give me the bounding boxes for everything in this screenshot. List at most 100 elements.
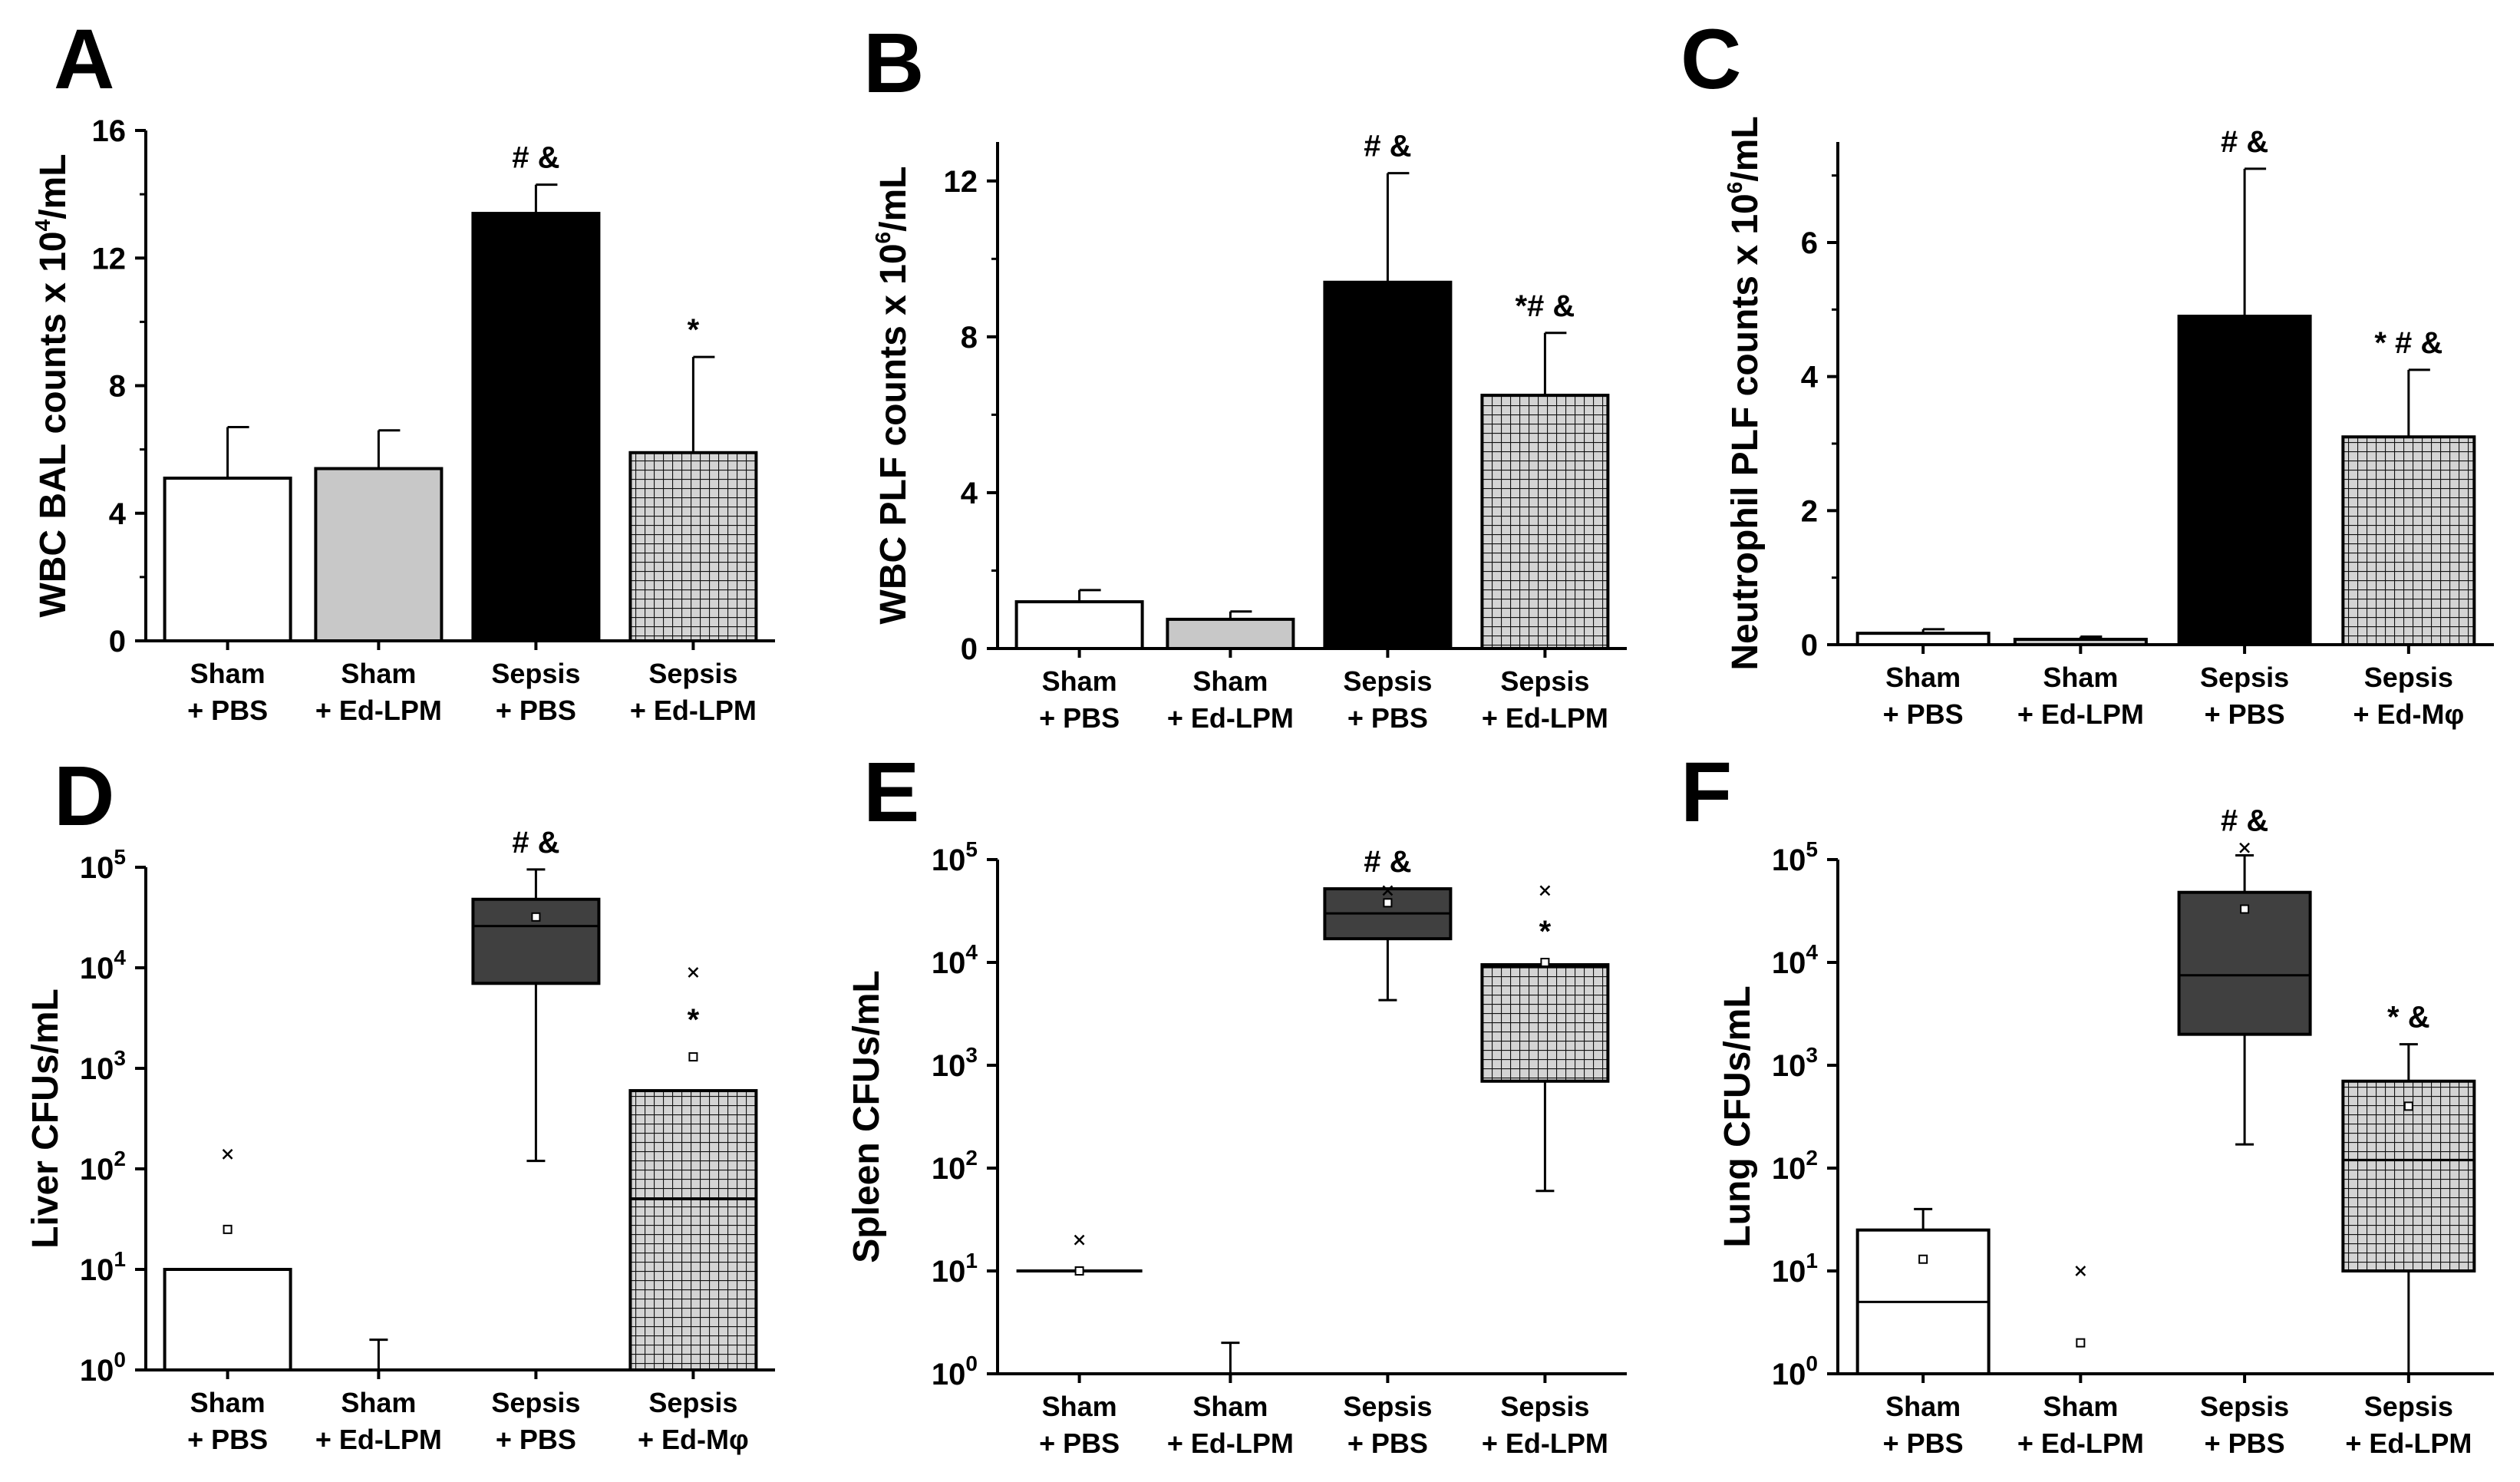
panel-a: A 0 4 8 12 16 WBC BAL counts x 104/mL Sham + PBS… <box>31 12 775 726</box>
max-marker <box>2239 842 2250 853</box>
category-label: Sepsis <box>491 658 580 689</box>
y-tick-label: 104 <box>80 946 127 985</box>
category-label: Sham <box>341 658 416 689</box>
category-label: + PBS <box>187 1424 268 1455</box>
panel-d: D 100 101 102 103 104 105 Liver CFUs/mL Sham + PB… <box>25 749 775 1455</box>
significance-label: # & <box>2221 804 2268 838</box>
category-label: + Ed-LPM <box>2017 1428 2144 1459</box>
box <box>1480 962 1610 1083</box>
y-tick-label: 16 <box>92 114 127 148</box>
bar <box>1855 632 1991 646</box>
category-label: + PBS <box>496 695 576 726</box>
category-label: + PBS <box>1347 702 1428 734</box>
bar <box>1166 617 1295 651</box>
max-marker <box>222 1148 233 1160</box>
mean-marker <box>2403 1101 2413 1111</box>
category-label: + Ed-LPM <box>1167 702 1294 734</box>
y-tick-label: 100 <box>932 1352 978 1391</box>
category-label: Sepsis <box>1343 665 1432 697</box>
category-label: Sepsis <box>1500 1391 1589 1422</box>
panel-e: E 100 101 102 103 104 105 Spleen CFUs/mL Sham + P… <box>846 745 1627 1459</box>
max-marker <box>1382 885 1394 896</box>
category-label: + PBS <box>2205 698 2285 730</box>
y-tick-label: 102 <box>1772 1146 1818 1186</box>
max-marker <box>688 967 699 978</box>
y-tick-label: 101 <box>932 1249 978 1289</box>
category-label: Sham <box>1885 662 1961 693</box>
category-label: + Ed-LPM <box>315 1424 442 1455</box>
category-label: Sepsis <box>1343 1391 1432 1422</box>
y-tick-label: 100 <box>1772 1352 1818 1391</box>
mean-marker <box>223 1224 233 1234</box>
category-label: Sham <box>190 658 266 689</box>
y-tick-label: 103 <box>80 1046 126 1086</box>
mean-marker <box>688 1052 698 1062</box>
y-axis-label: WBC PLF counts x 106/mL <box>871 167 914 625</box>
category-label: + Ed-LPM <box>630 695 757 726</box>
category-label: + Ed-Mφ <box>638 1424 749 1455</box>
y-tick-label: 12 <box>944 165 978 199</box>
y-tick-label: 4 <box>961 477 978 510</box>
category-label: + PBS <box>1039 702 1120 734</box>
significance-label: # & <box>1364 845 1411 879</box>
y-tick-label: 4 <box>1801 361 1819 394</box>
y-tick-label: 103 <box>932 1043 978 1083</box>
box <box>2341 1079 2476 1272</box>
bar <box>2177 315 2312 646</box>
y-axis-label: WBC BAL counts x 104/mL <box>31 153 74 617</box>
category-label: Sepsis <box>491 1387 580 1418</box>
significance-label: # & <box>1364 130 1411 163</box>
significance-label: * <box>688 313 700 347</box>
y-tick-label: 105 <box>932 837 978 877</box>
panel-c: C 0 2 4 6 Neutrophil PLF counts x 106/mL Sham +… <box>1681 12 2494 730</box>
bar <box>163 477 292 642</box>
y-tick-label: 103 <box>1772 1043 1818 1083</box>
bar <box>2341 435 2476 646</box>
y-tick-label: 8 <box>961 321 978 355</box>
panel-letter: E <box>863 745 919 840</box>
category-label: Sepsis <box>2200 1391 2289 1422</box>
category-label: + Ed-LPM <box>2345 1428 2472 1459</box>
max-marker <box>2075 1266 2086 1276</box>
category-label: Sepsis <box>648 658 737 689</box>
panel-letter: B <box>863 16 924 111</box>
category-label: + Ed-LPM <box>1482 1428 1608 1459</box>
y-tick-label: 100 <box>80 1348 126 1388</box>
y-axis-label: Spleen CFUs/mL <box>846 970 887 1263</box>
box <box>628 1089 758 1371</box>
category-label: Sham <box>1042 665 1117 697</box>
y-tick-label: 105 <box>80 845 126 885</box>
y-tick-label: 105 <box>1772 837 1818 877</box>
y-tick-label: 12 <box>92 242 127 276</box>
bar <box>314 467 444 642</box>
significance-label: * # & <box>2374 326 2442 360</box>
category-label: + Ed-LPM <box>1482 702 1608 734</box>
mean-marker <box>2240 904 2250 914</box>
bar <box>1014 600 1144 650</box>
bar <box>628 451 758 642</box>
category-label: Sham <box>1192 665 1268 697</box>
significance-label: * <box>688 1003 700 1037</box>
mean-marker <box>2076 1338 2086 1348</box>
category-label: + Ed-LPM <box>315 695 442 726</box>
category-label: Sham <box>1192 1391 1268 1422</box>
category-label: + PBS <box>1347 1428 1428 1459</box>
significance-label: * & <box>2387 1001 2430 1035</box>
y-tick-label: 101 <box>80 1247 126 1287</box>
panel-b: B 0 4 8 12 WBC PLF counts x 106/mL Sham + PBS Sh… <box>863 16 1627 734</box>
bar <box>471 212 601 642</box>
significance-label: *# & <box>1515 289 1575 323</box>
panel-letter: A <box>54 12 114 107</box>
significance-label: # & <box>512 141 559 175</box>
significance-label: * <box>1539 915 1552 949</box>
y-axis-label: Lung CFUs/mL <box>1717 985 1758 1247</box>
y-tick-label: 102 <box>80 1147 126 1187</box>
box <box>2177 890 2312 1036</box>
mean-marker <box>1074 1266 1084 1276</box>
bar <box>2013 638 2148 646</box>
panel-letter: F <box>1681 745 1732 840</box>
bar <box>1323 280 1453 650</box>
y-tick-label: 104 <box>932 940 978 980</box>
y-axis-label: Liver CFUs/mL <box>25 989 66 1249</box>
category-label: Sham <box>341 1387 416 1418</box>
